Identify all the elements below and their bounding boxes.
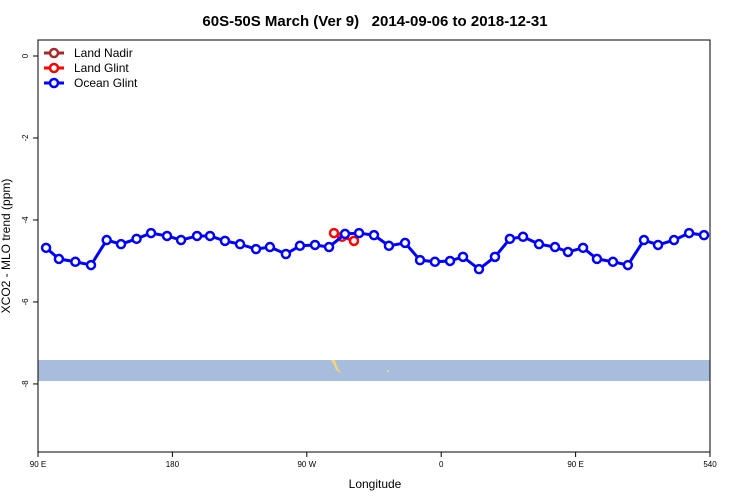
- data-point: [414, 254, 426, 266]
- land-patch: [387, 370, 389, 372]
- y-tick-label: -8: [21, 380, 30, 388]
- data-point: [353, 227, 365, 239]
- legend-marker: [48, 77, 60, 89]
- data-point: [591, 253, 603, 265]
- legend-label: Land Glint: [74, 61, 129, 75]
- data-point: [549, 241, 561, 253]
- data-point: [683, 227, 695, 239]
- data-point: [219, 235, 231, 247]
- data-point: [562, 246, 574, 258]
- data-point: [70, 256, 81, 268]
- data-point: [383, 240, 395, 252]
- data-point: [668, 234, 680, 246]
- legend-label: Land Nadir: [74, 46, 133, 60]
- data-point: [264, 241, 276, 253]
- x-tick-label: 0: [439, 460, 444, 469]
- map-strip: [38, 360, 710, 381]
- data-point: [191, 230, 203, 242]
- data-point: [504, 233, 516, 245]
- data-point: [101, 234, 112, 246]
- data-point: [328, 227, 340, 239]
- data-point: [348, 235, 360, 247]
- data-point: [145, 227, 157, 239]
- data-point: [368, 229, 380, 241]
- data-point: [607, 256, 619, 268]
- data-point: [204, 230, 216, 242]
- y-axis-label: XCO2 - MLO trend (ppm): [0, 179, 13, 314]
- data-point: [339, 228, 351, 240]
- data-point: [399, 237, 411, 249]
- data-point: [652, 239, 664, 251]
- y-tick-label: 0: [21, 53, 30, 58]
- data-point: [622, 259, 634, 271]
- data-point: [638, 234, 650, 246]
- data-point: [40, 242, 52, 254]
- chart-title: 60S-50S March (Ver 9) 2014-09-06 to 2018…: [202, 13, 547, 30]
- data-point: [489, 251, 501, 263]
- data-point: [250, 243, 262, 255]
- x-tick-label: 180: [166, 460, 180, 469]
- legend-label: Ocean Glint: [74, 76, 138, 90]
- data-point: [457, 251, 469, 263]
- data-point: [280, 248, 292, 260]
- x-tick-label: 90 E: [567, 460, 583, 469]
- data-point: [444, 255, 456, 267]
- land-patch: [331, 360, 342, 373]
- data-point: [533, 238, 545, 250]
- data-point: [234, 238, 246, 250]
- data-point: [294, 240, 306, 252]
- legend-marker: [48, 62, 60, 74]
- data-point: [473, 263, 485, 275]
- y-tick-label: -2: [21, 134, 30, 142]
- data-point: [309, 239, 321, 251]
- x-tick-label: 90 E: [30, 460, 46, 469]
- data-point: [698, 229, 710, 241]
- x-tick-label: 90 W: [297, 460, 316, 469]
- y-tick-label: -4: [21, 216, 30, 224]
- data-point: [115, 238, 127, 250]
- data-point: [85, 259, 97, 271]
- x-axis-label: Longitude: [349, 477, 402, 491]
- data-point: [323, 241, 335, 253]
- data-point: [175, 234, 187, 246]
- data-point: [161, 230, 173, 242]
- data-point: [517, 231, 529, 243]
- data-point: [577, 242, 589, 254]
- y-tick-label: -6: [21, 298, 30, 306]
- data-point: [131, 233, 142, 245]
- plot-frame: [37, 39, 711, 453]
- data-point: [53, 253, 65, 265]
- x-tick-label: 540: [703, 460, 717, 469]
- legend-marker: [48, 47, 60, 59]
- data-point: [429, 256, 441, 268]
